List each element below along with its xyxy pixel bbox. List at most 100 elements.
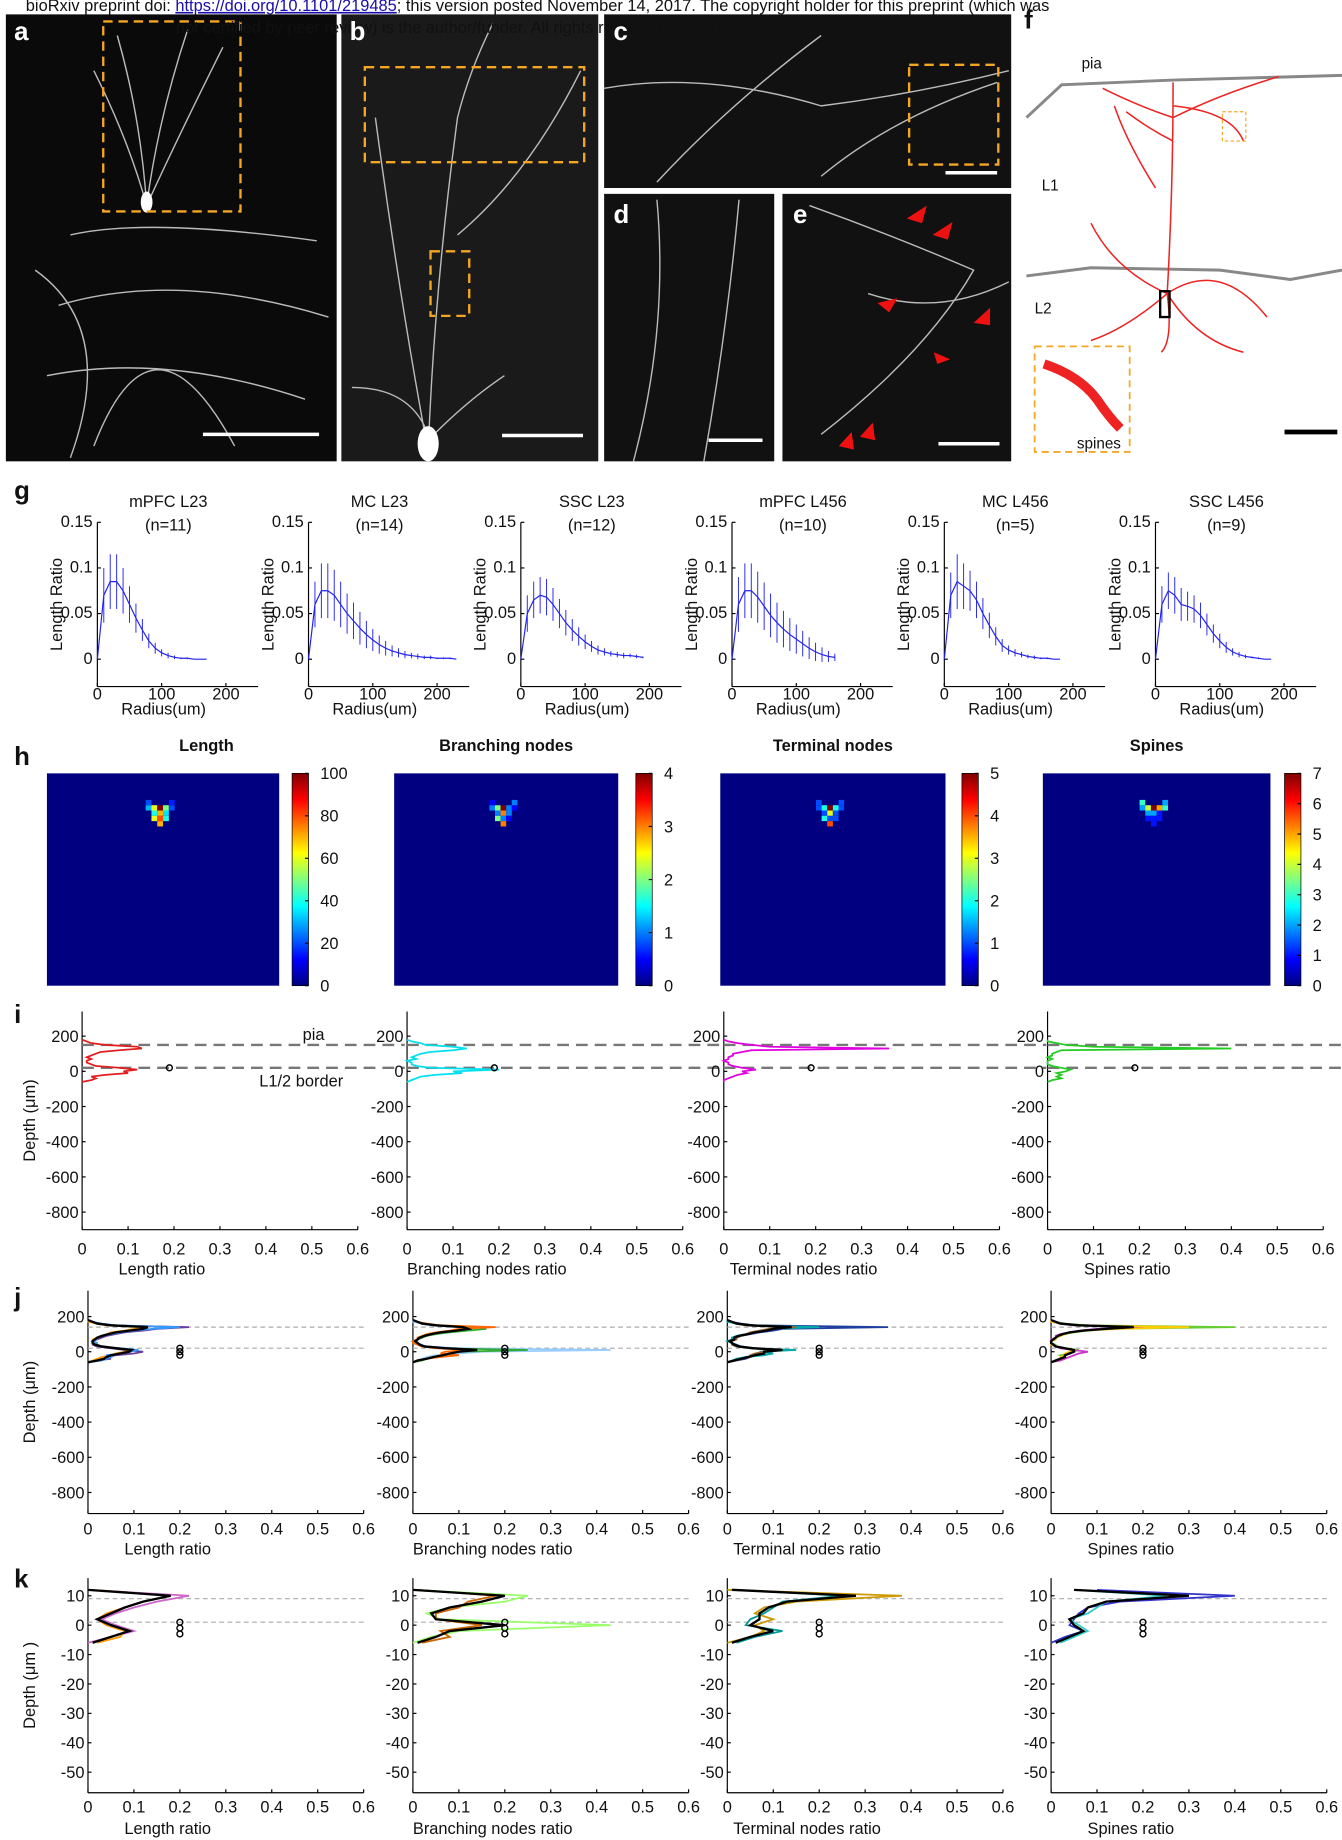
soma-marker <box>501 1351 509 1359</box>
soma-marker <box>501 1630 509 1638</box>
y-tick-label: 10 <box>391 1588 409 1606</box>
x-tick-label: 0.4 <box>579 1240 602 1258</box>
x-tick-label: 0.6 <box>1312 1240 1335 1258</box>
y-axis-label: Depth (μm) <box>21 1079 39 1161</box>
y-tick-label: 0.1 <box>70 559 93 577</box>
y-tick-label: 10 <box>1029 1588 1047 1606</box>
heatmap-title: Branching nodes <box>439 737 573 755</box>
y-axis-label: Length Ratio <box>1106 558 1124 651</box>
y-tick-label: 0.15 <box>1119 513 1151 531</box>
panel-label: g <box>14 477 30 505</box>
x-tick-label: 0.5 <box>631 1799 654 1817</box>
y-tick-label: -600 <box>1011 1169 1044 1187</box>
heatmap-cell <box>494 815 501 822</box>
x-tick-label: 0.6 <box>1315 1799 1338 1817</box>
colorbar-tick-label: 2 <box>990 893 999 911</box>
y-tick-label: 10 <box>706 1588 724 1606</box>
x-axis-label: Radius(um) <box>1179 701 1264 719</box>
heatmap-cell <box>821 805 828 811</box>
x-axis-label: Length ratio <box>119 1260 206 1278</box>
heatmap-cell <box>145 799 152 806</box>
x-tick-label: 0.3 <box>209 1240 232 1258</box>
x-tick-label: 0 <box>727 685 736 703</box>
x-tick-label: 0.4 <box>900 1521 923 1539</box>
y-tick-label: 0 <box>1038 1344 1047 1362</box>
heatmap-cell <box>506 805 512 811</box>
y-tick-label: -800 <box>691 1484 724 1502</box>
data-line <box>307 590 457 660</box>
y-tick-label: 0 <box>69 1063 78 1081</box>
soma-marker <box>807 1064 815 1072</box>
x-tick-label: 200 <box>636 685 663 703</box>
x-tick-label: 0 <box>723 1521 732 1539</box>
y-tick-label: -200 <box>371 1098 404 1116</box>
heatmap-cell <box>1145 805 1151 811</box>
colorbar-tick-label: 20 <box>320 935 338 953</box>
colorbar-tick-label: 4 <box>1313 856 1322 874</box>
y-tick-label: -800 <box>371 1204 404 1222</box>
y-tick-label: 0 <box>394 1063 403 1081</box>
x-tick-label: 0.4 <box>1223 1521 1246 1539</box>
x-tick-label: 0.2 <box>808 1799 831 1817</box>
colorbar-tick-label: 1 <box>1313 947 1322 965</box>
y-tick-label: -400 <box>687 1134 720 1152</box>
y-tick-label: 0 <box>295 650 304 668</box>
profile-line <box>1055 1588 1189 1644</box>
y-tick-label: -40 <box>386 1735 410 1753</box>
header-line: bioRxiv preprint doi: https://doi.org/10… <box>26 0 1050 15</box>
profile-line <box>1045 1039 1232 1083</box>
profile-line <box>724 1320 820 1364</box>
profile-line <box>412 1588 506 1644</box>
profile-line <box>731 1588 857 1644</box>
x-tick-label: 0 <box>304 685 313 703</box>
y-tick-label: 0 <box>400 1617 409 1635</box>
x-tick-label: 0.1 <box>758 1240 781 1258</box>
heatmap-cell <box>832 805 839 811</box>
y-tick-label: 0 <box>931 650 940 668</box>
chart-title: mPFC L456 <box>759 493 847 511</box>
chart-subtitle: (n=12) <box>568 517 616 535</box>
soma-marker <box>176 1630 184 1638</box>
l2-label: L2 <box>1035 301 1052 318</box>
y-tick-label: -10 <box>1024 1646 1048 1664</box>
x-tick-label: 0.4 <box>896 1240 919 1258</box>
profile-line <box>81 1038 143 1083</box>
x-axis-label: Radius(um) <box>968 701 1053 719</box>
chart-subtitle: (n=9) <box>1207 517 1246 535</box>
y-tick-label: -30 <box>61 1705 85 1723</box>
colorbar-tick-label: 0 <box>990 978 999 996</box>
heatmap-cell <box>827 815 833 822</box>
heatmap-cell <box>827 810 833 816</box>
x-tick-label: 0.5 <box>306 1521 329 1539</box>
header-prefix: bioRxiv preprint doi: <box>26 0 176 15</box>
heatmap-cell <box>506 815 512 822</box>
y-tick-label: 0 <box>1142 650 1151 668</box>
heatmap-cell <box>151 810 158 816</box>
x-tick-label: 0.5 <box>946 1521 969 1539</box>
panel-label: a <box>14 18 29 46</box>
x-tick-label: 0 <box>1047 1521 1056 1539</box>
x-tick-label: 0.4 <box>260 1799 283 1817</box>
x-tick-label: 0.1 <box>1086 1799 1109 1817</box>
heatmap-cell <box>1150 821 1157 827</box>
x-tick-label: 0 <box>1043 1240 1052 1258</box>
image-b <box>341 14 599 462</box>
colorbar-tick-label: 3 <box>664 818 673 836</box>
heatmap-title: Length <box>179 737 234 755</box>
x-tick-label: 0.4 <box>585 1521 608 1539</box>
x-tick-label: 200 <box>212 685 239 703</box>
y-axis-label: Length Ratio <box>472 558 490 651</box>
x-tick-label: 0 <box>408 1521 417 1539</box>
y-tick-label: 0.05 <box>484 604 516 622</box>
y-tick-label: -40 <box>1024 1735 1048 1753</box>
heatmap-cell <box>157 815 164 822</box>
profile-line <box>412 1318 478 1364</box>
x-tick-label: 0.4 <box>900 1799 923 1817</box>
y-tick-label: 0.1 <box>493 559 516 577</box>
y-axis-label: Depth (μm) <box>21 1361 39 1443</box>
profile-line <box>1049 1318 1134 1364</box>
x-tick-label: 0.5 <box>625 1240 648 1258</box>
doi-link[interactable]: https://doi.org/10.1101/219485 <box>175 0 396 15</box>
x-axis-label: Branching nodes ratio <box>413 1820 573 1838</box>
